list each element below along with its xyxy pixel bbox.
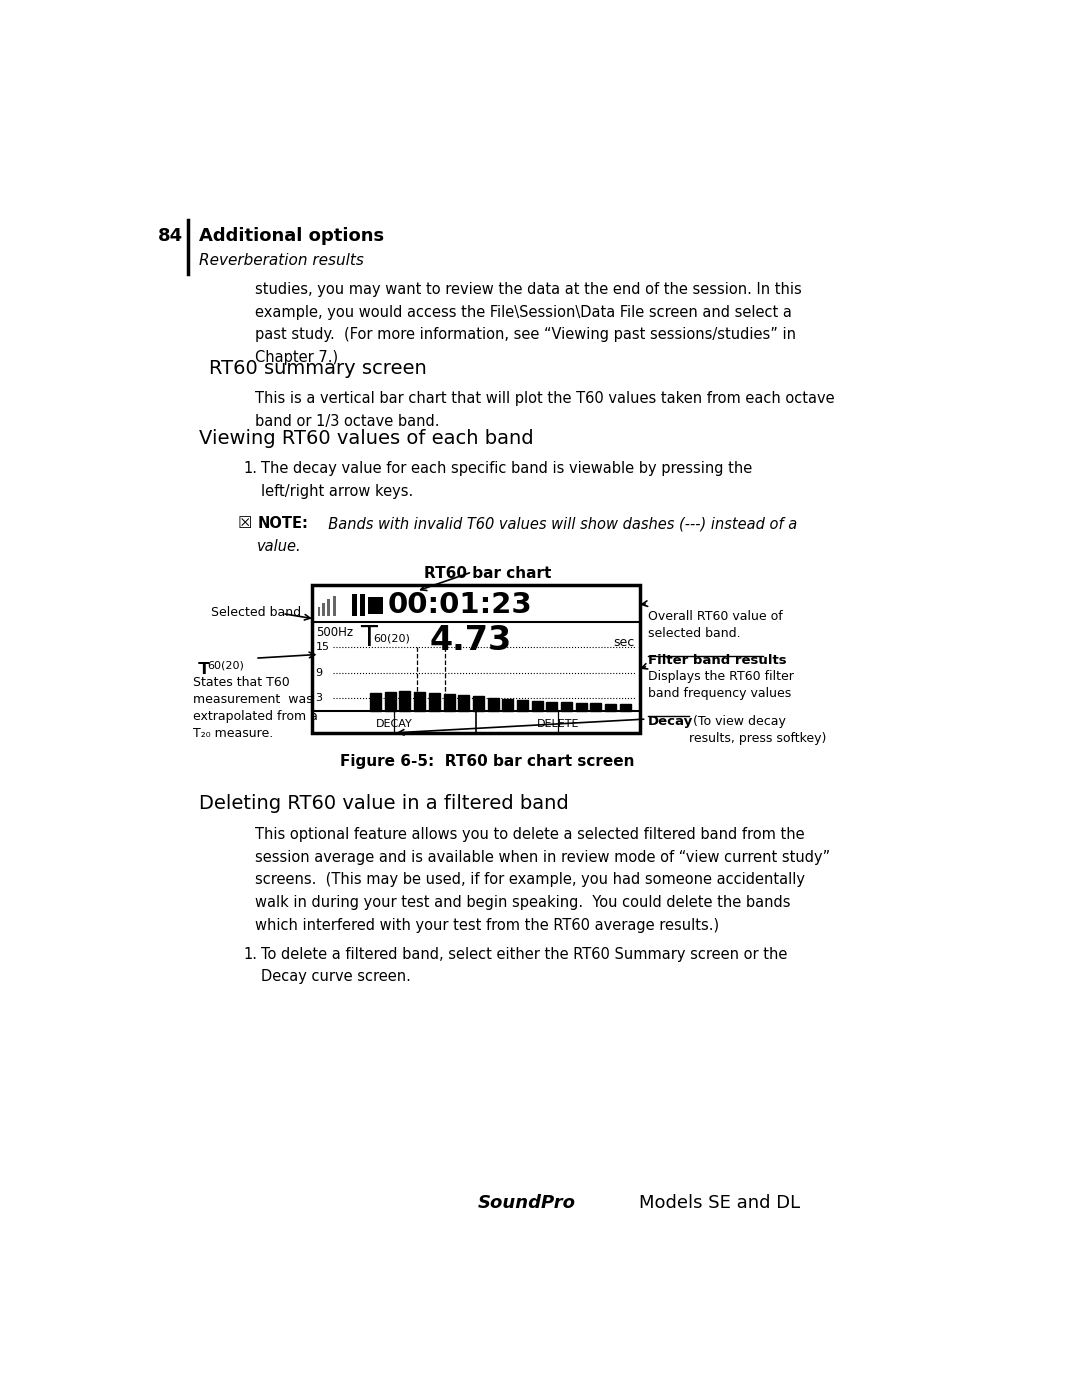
Bar <box>318 607 320 616</box>
Text: past study.  (For more information, see “Viewing past sessions/studies” in: past study. (For more information, see “… <box>255 328 796 343</box>
Bar <box>360 594 365 616</box>
Bar <box>546 701 557 711</box>
Text: (To view decay
results, press softkey): (To view decay results, press softkey) <box>689 715 826 745</box>
Text: value.: value. <box>257 539 302 554</box>
Bar <box>591 704 602 711</box>
Text: which interfered with your test from the RT60 average results.): which interfered with your test from the… <box>255 917 719 933</box>
Bar <box>487 698 499 711</box>
Bar <box>327 600 330 616</box>
Text: Decay: Decay <box>648 715 693 729</box>
Text: left/right arrow keys.: left/right arrow keys. <box>260 484 413 500</box>
Bar <box>312 586 640 733</box>
Bar <box>384 693 395 711</box>
Text: T: T <box>360 623 377 651</box>
Text: screens.  (This may be used, if for example, you had someone accidentally: screens. (This may be used, if for examp… <box>255 872 805 887</box>
Text: Filter band results: Filter band results <box>648 654 786 668</box>
Bar <box>502 698 513 711</box>
Text: DECAY: DECAY <box>376 719 413 729</box>
Bar <box>323 602 325 616</box>
Bar <box>576 702 586 711</box>
Text: 84: 84 <box>159 226 184 244</box>
Text: Models SE and DL: Models SE and DL <box>616 1194 799 1212</box>
Text: To delete a filtered band, select either the RT60 Summary screen or the: To delete a filtered band, select either… <box>260 947 787 962</box>
Bar <box>458 695 469 711</box>
Bar <box>352 594 357 616</box>
Bar <box>370 693 381 711</box>
Text: States that T60
measurement  was
extrapolated from a
T₂₀ measure.: States that T60 measurement was extrapol… <box>193 676 318 740</box>
Bar <box>333 595 336 616</box>
Text: DELETE: DELETE <box>537 719 579 729</box>
Text: 4.73: 4.73 <box>430 623 512 657</box>
Bar <box>367 597 383 615</box>
Text: session average and is available when in review mode of “view current study”: session average and is available when in… <box>255 849 831 865</box>
Bar <box>400 691 410 711</box>
Text: studies, you may want to review the data at the end of the session. In this: studies, you may want to review the data… <box>255 282 801 297</box>
Text: Reverberation results: Reverberation results <box>199 253 364 268</box>
Bar <box>517 700 528 711</box>
Text: 60(20): 60(20) <box>207 661 244 670</box>
Text: band or 1/3 octave band.: band or 1/3 octave band. <box>255 414 440 429</box>
Text: This optional feature allows you to delete a selected filtered band from the: This optional feature allows you to dele… <box>255 827 805 843</box>
Bar <box>429 693 440 711</box>
Text: 3: 3 <box>315 694 323 704</box>
Text: Overall RT60 value of
selected band.: Overall RT60 value of selected band. <box>648 609 783 640</box>
Bar <box>605 704 616 711</box>
Text: The decay value for each specific band is viewable by pressing the: The decay value for each specific band i… <box>260 461 752 476</box>
Text: NOTE:: NOTE: <box>257 516 308 532</box>
Bar <box>444 694 455 711</box>
Text: 500Hz: 500Hz <box>316 626 353 638</box>
Text: This is a vertical bar chart that will plot the T60 values taken from each octav: This is a vertical bar chart that will p… <box>255 391 835 407</box>
Text: Chapter 7.): Chapter 7.) <box>255 350 338 365</box>
Text: Deleting RT60 value in a filtered band: Deleting RT60 value in a filtered band <box>199 794 568 813</box>
Text: RT60 summary screen: RT60 summary screen <box>208 359 427 378</box>
Text: Additional options: Additional options <box>199 226 383 244</box>
Text: Viewing RT60 values of each band: Viewing RT60 values of each band <box>199 429 534 448</box>
Text: Displays the RT60 filter
band frequency values: Displays the RT60 filter band frequency … <box>648 670 794 700</box>
Text: RT60 bar chart: RT60 bar chart <box>424 566 551 580</box>
Bar <box>414 691 426 711</box>
Bar <box>531 701 542 711</box>
Text: T: T <box>199 662 210 677</box>
Text: Decay curve screen.: Decay curve screen. <box>260 969 410 984</box>
Text: example, you would access the File\Session\Data File screen and select a: example, you would access the File\Sessi… <box>255 305 792 319</box>
Text: ☒: ☒ <box>238 516 252 532</box>
Text: 15: 15 <box>315 641 329 651</box>
Bar <box>620 705 631 711</box>
Text: Selected band: Selected band <box>211 605 301 619</box>
Text: walk in during your test and begin speaking.  You could delete the bands: walk in during your test and begin speak… <box>255 895 791 911</box>
Text: Bands with invalid T60 values will show dashes (---) instead of a: Bands with invalid T60 values will show … <box>319 516 797 532</box>
Text: 00:01:23: 00:01:23 <box>388 591 532 619</box>
Text: 1.: 1. <box>243 947 257 962</box>
Text: SoundPro: SoundPro <box>477 1194 576 1212</box>
Text: 1.: 1. <box>243 461 257 476</box>
Bar <box>561 702 572 711</box>
Bar <box>473 697 484 711</box>
Text: 9: 9 <box>315 668 323 677</box>
Text: Figure 6-5:  RT60 bar chart screen: Figure 6-5: RT60 bar chart screen <box>340 755 635 769</box>
Text: 60(20): 60(20) <box>374 633 410 644</box>
Text: sec: sec <box>613 636 634 648</box>
